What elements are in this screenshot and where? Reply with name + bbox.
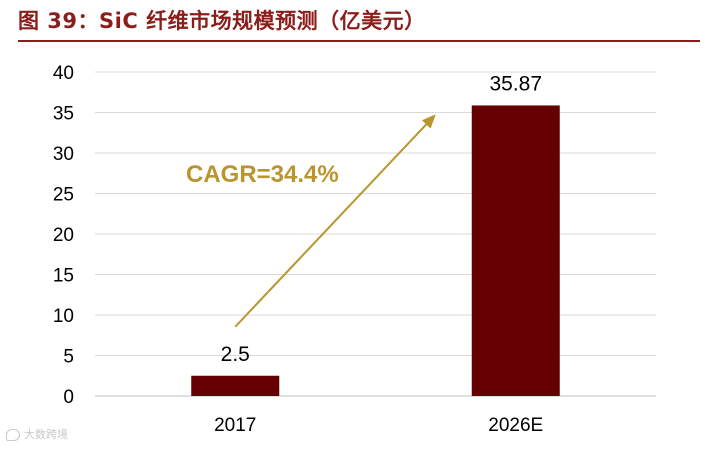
x-axis-ticks: 2017 2026E xyxy=(214,415,543,436)
y-tick-label: 10 xyxy=(53,306,74,327)
watermark: 大数跨境 xyxy=(6,426,68,442)
data-label: 2.5 xyxy=(221,343,250,366)
x-tick-label: 2017 xyxy=(214,415,256,436)
y-tick-label: 0 xyxy=(63,387,74,408)
title-divider xyxy=(18,40,700,42)
bar-2026E xyxy=(471,105,560,396)
y-tick-label: 15 xyxy=(53,266,74,287)
y-tick-label: 35 xyxy=(53,104,74,125)
y-axis-ticks: 0 5 10 15 20 25 30 35 40 xyxy=(53,63,74,408)
cagr-annotation: CAGR=34.4% xyxy=(186,114,436,328)
bars xyxy=(191,105,560,396)
watermark-text: 大数跨境 xyxy=(24,428,68,441)
y-tick-label: 25 xyxy=(53,185,74,206)
y-tick-label: 40 xyxy=(53,63,74,84)
y-tick-label: 30 xyxy=(53,144,74,165)
cagr-arrow xyxy=(234,114,436,328)
y-tick-label: 5 xyxy=(63,347,74,368)
cagr-label: CAGR=34.4% xyxy=(186,161,339,188)
chat-bubble-icon xyxy=(6,429,20,441)
figure-title: 图 39：SiC 纤维市场规模预测（亿美元） xyxy=(18,9,426,33)
y-tick-label: 20 xyxy=(53,225,74,246)
data-label: 35.87 xyxy=(489,72,542,95)
bar-2017 xyxy=(191,375,280,396)
data-labels: 2.5 35.87 xyxy=(221,72,542,365)
x-tick-label: 2026E xyxy=(488,415,543,436)
gridlines xyxy=(95,71,656,397)
